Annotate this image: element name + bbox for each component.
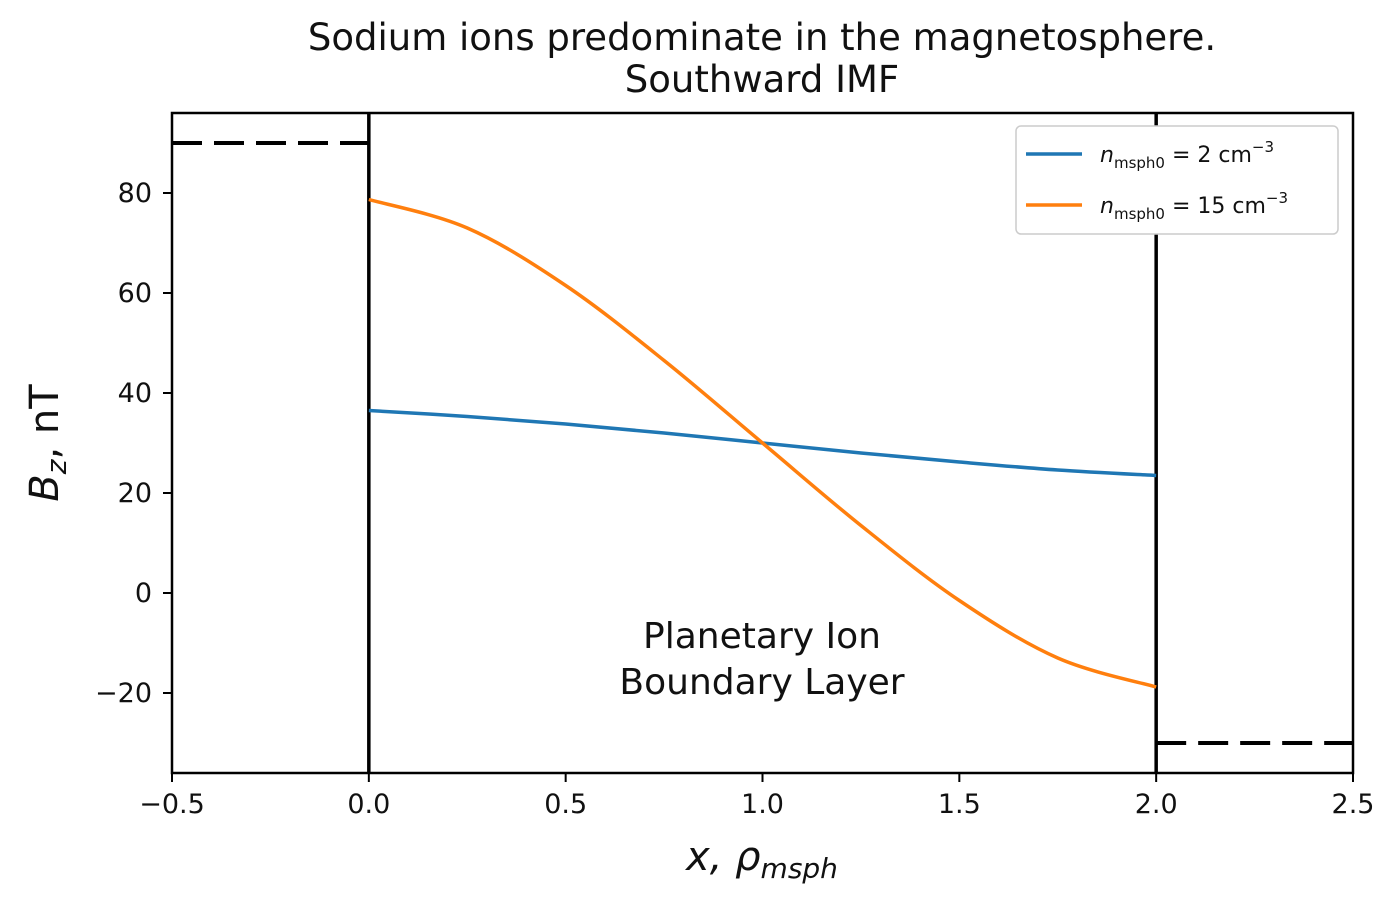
x-tick-label: 1.5	[938, 789, 981, 820]
y-tick-label: −20	[95, 678, 152, 709]
x-tick-label: 2.5	[1332, 789, 1375, 820]
legend-label-series-1: nmsph0 = 2 cm−3	[1100, 138, 1274, 172]
x-tick-label: 1.0	[741, 789, 784, 820]
y-tick-label: 40	[118, 378, 152, 409]
legend-1-main: n	[1100, 143, 1114, 168]
x-tick-label: 0.5	[544, 789, 587, 820]
y-tick-label: 60	[118, 278, 152, 309]
y-axis-label-sub: z	[40, 458, 73, 475]
chart-title: Sodium ions predominate in the magnetosp…	[308, 16, 1216, 59]
x-tick-label: 0.0	[347, 789, 390, 820]
x-tick-label: −0.5	[139, 789, 205, 820]
x-axis-label-main: x, ρ	[684, 834, 761, 880]
reference-lines	[172, 141, 1353, 745]
chart-subtitle: Southward IMF	[625, 58, 899, 101]
y-axis-label: Bz, nT	[22, 384, 73, 502]
y-axis-label-suffix: , nT	[22, 384, 68, 460]
legend-1-sub: msph0	[1114, 154, 1165, 172]
legend-label-series-2: nmsph0 = 15 cm−3	[1100, 189, 1288, 223]
x-axis-ticks: −0.5 0.0 0.5 1.0 1.5 2.0 2.5	[139, 773, 1374, 820]
legend-1-eq: = 2 cm	[1165, 143, 1252, 168]
series-lines	[368, 197, 1157, 689]
x-axis-label: x, ρmsph	[684, 834, 838, 885]
y-tick-label: 0	[135, 578, 152, 609]
legend-2-sub: msph0	[1114, 205, 1165, 223]
x-tick-label: 2.0	[1135, 789, 1178, 820]
series-line-2	[368, 197, 1157, 689]
legend-2-main: n	[1100, 194, 1114, 219]
annotation-line-2: Boundary Layer	[619, 662, 904, 703]
legend-2-eq: = 15 cm	[1165, 194, 1266, 219]
y-tick-label: 80	[118, 178, 152, 209]
x-axis-label-sub: msph	[761, 852, 838, 885]
legend: nmsph0 = 2 cm−3 nmsph0 = 15 cm−3	[1015, 125, 1339, 235]
legend-1-sup: −3	[1252, 138, 1274, 156]
y-tick-label: 20	[118, 478, 152, 509]
legend-box	[1015, 125, 1339, 235]
annotation-line-1: Planetary Ion	[643, 616, 881, 657]
y-axis-ticks: −20 0 20 40 60 80	[95, 178, 172, 709]
y-axis-label-main: B	[22, 474, 68, 501]
legend-2-sup: −3	[1266, 189, 1288, 207]
